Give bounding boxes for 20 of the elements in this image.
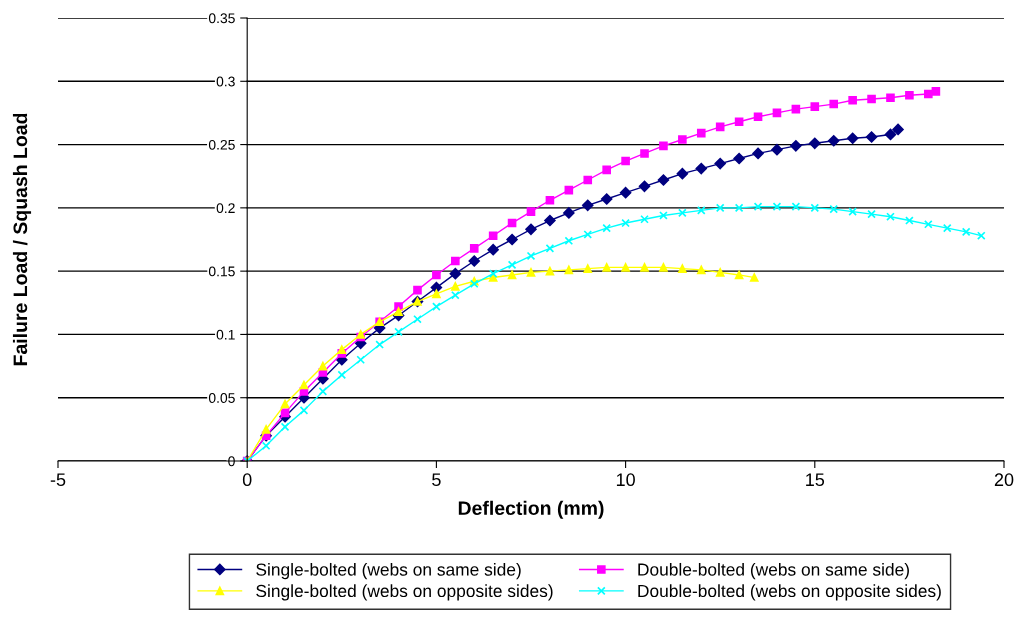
legend-label: Single-bolted (webs on opposite sides) xyxy=(256,584,553,601)
y-tick-label: 0.15 xyxy=(208,266,235,277)
legend-label: Single-bolted (webs on same side) xyxy=(256,562,521,580)
y-tick-label: 0.35 xyxy=(208,13,235,24)
legend-label: Double-bolted (webs on same side) xyxy=(638,562,909,580)
x-tick-label: 15 xyxy=(806,473,825,487)
y-tick-label: 0.1 xyxy=(216,329,235,340)
y-tick-label: 0 xyxy=(228,456,235,467)
x-tick-label: 20 xyxy=(994,473,1014,487)
x-tick-label: 5 xyxy=(432,473,441,487)
y-tick-label: 0.3 xyxy=(216,76,235,87)
x-tick-label: 10 xyxy=(616,473,635,487)
y-tick-label: 0.05 xyxy=(208,393,235,403)
y-axis-title: Failure Load / Squash Load xyxy=(12,113,32,366)
x-tick-label: -5 xyxy=(50,473,66,487)
x-tick-label: 0 xyxy=(242,473,252,487)
legend-label: Double-bolted (webs on opposite sides) xyxy=(638,584,941,601)
y-tick-label: 0.2 xyxy=(216,203,235,214)
x-axis-title: Deflection (mm) xyxy=(458,500,604,519)
y-tick-label: 0.25 xyxy=(208,139,235,150)
